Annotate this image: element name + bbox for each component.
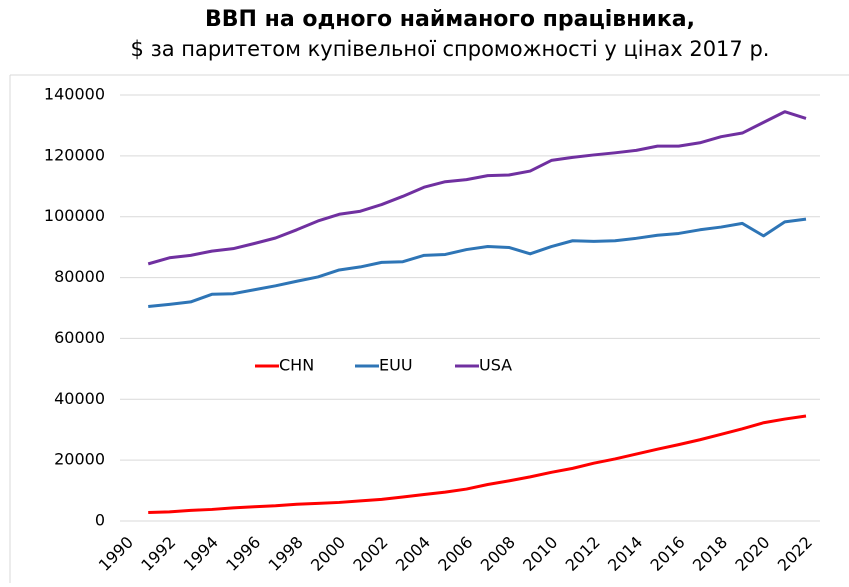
x-tick-label: 2000 — [307, 533, 349, 575]
y-tick-label: 80000 — [54, 267, 105, 286]
x-tick-label: 2002 — [349, 533, 391, 575]
x-tick-label: 2020 — [731, 533, 773, 575]
y-tick-label: 140000 — [44, 85, 105, 104]
chart-subtitle: $ за паритетом купівельної спроможності … — [131, 37, 770, 61]
y-tick-label: 0 — [95, 511, 105, 530]
chart-title: ВВП на одного найманого працівника, — [205, 7, 695, 32]
x-tick-label: 2022 — [774, 533, 816, 575]
x-tick-label: 1996 — [222, 533, 264, 575]
y-tick-label: 20000 — [54, 450, 105, 469]
y-tick-label: 40000 — [54, 389, 105, 408]
x-tick-label: 1998 — [265, 533, 307, 575]
x-tick-label: 2012 — [562, 533, 604, 575]
legend-label: EUU — [379, 356, 413, 375]
x-tick-label: 1992 — [137, 533, 179, 575]
legend-label: USA — [479, 356, 512, 375]
x-tick-label: 2004 — [392, 533, 434, 575]
x-tick-label: 2010 — [519, 533, 561, 575]
legend-label: CHN — [279, 356, 314, 375]
series-line — [148, 414, 807, 514]
y-tick-label: 60000 — [54, 328, 105, 347]
x-tick-label: 2006 — [434, 533, 476, 575]
series-line — [147, 110, 807, 266]
x-tick-label: 2014 — [604, 533, 646, 575]
x-tick-label: 2018 — [689, 533, 731, 575]
series-line — [148, 217, 807, 308]
x-tick-label: 1994 — [180, 533, 222, 575]
y-tick-label: 100000 — [44, 206, 105, 225]
x-tick-label: 1990 — [95, 533, 137, 575]
x-tick-label: 2008 — [477, 533, 519, 575]
x-tick-label: 2016 — [646, 533, 688, 575]
y-tick-label: 120000 — [44, 145, 105, 164]
